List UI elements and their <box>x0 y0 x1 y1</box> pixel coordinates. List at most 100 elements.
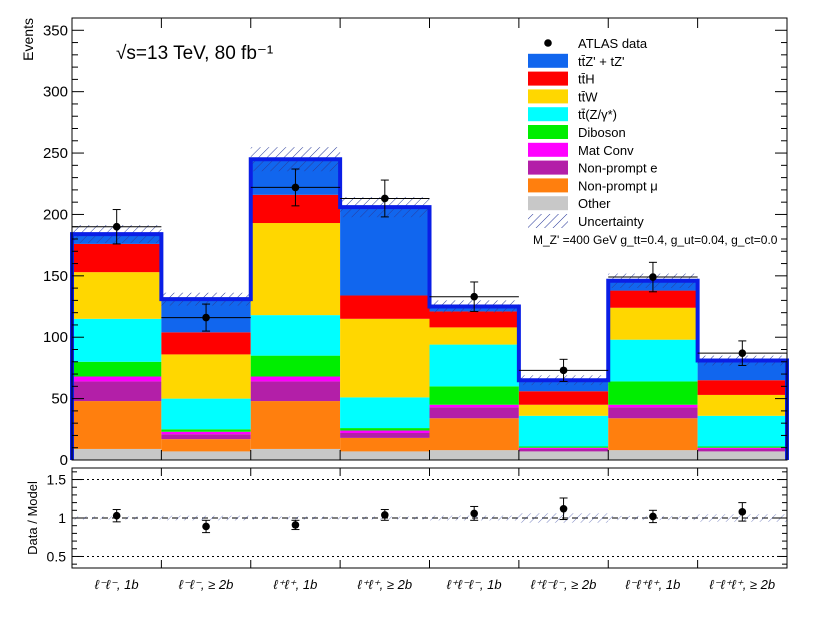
ratio-point <box>291 519 300 531</box>
x-category-label: ℓ⁻ℓ⁺ℓ⁺, ≥ 2b <box>710 577 776 592</box>
bar-segment <box>518 391 609 405</box>
x-ticks-main <box>160 18 699 460</box>
bar-segment <box>429 327 519 345</box>
bar-segment <box>250 355 341 377</box>
legend-entry: tt̄H <box>528 71 595 87</box>
legend-entry: Mat Conv <box>528 142 634 158</box>
x-category-label: ℓ⁺ℓ⁺, 1b <box>274 577 318 592</box>
ratio-point <box>648 509 657 524</box>
legend-entry: Non-prompt e <box>528 160 657 176</box>
bar-segment <box>518 404 609 416</box>
data-points <box>72 168 787 382</box>
bar-segment <box>250 376 341 382</box>
bar-segment <box>697 447 787 449</box>
legend-entry: Diboson <box>528 125 626 140</box>
x-category-labels: ℓ⁻ℓ⁻, 1b ℓ⁻ℓ⁻, ≥ 2b ℓ⁺ℓ⁺, 1b ℓ⁺ℓ⁺, ≥ 2b ℓ⁺ℓ⁻… <box>95 577 775 592</box>
bar-segment <box>161 354 251 399</box>
ratio-point <box>202 519 211 534</box>
legend-label: tt̄W <box>578 89 598 104</box>
bar-segment <box>340 432 430 438</box>
bar-segment <box>72 243 162 273</box>
bar-segment <box>608 418 698 451</box>
bar-segment <box>697 415 787 447</box>
bar-segment <box>518 448 609 452</box>
bar-segment <box>429 407 519 419</box>
ratio-y-tick-label: 1.5 <box>47 472 67 488</box>
ratio-point <box>470 505 479 521</box>
legend-label: tt̄(Z/γ*) <box>578 107 617 122</box>
x-category-label: ℓ⁺ℓ⁺, ≥ 2b <box>358 577 413 592</box>
bar-segment <box>697 446 787 448</box>
x-category-label: ℓ⁻ℓ⁺ℓ⁺, 1b <box>625 577 680 592</box>
data-point <box>608 261 698 293</box>
bar-segment <box>250 223 341 316</box>
bar-segment <box>72 376 162 382</box>
data-point <box>340 179 430 218</box>
bar-segment <box>340 437 430 452</box>
ratio-points <box>112 497 747 534</box>
legend-label: Uncertainty <box>578 214 644 229</box>
bar-segment <box>250 401 341 449</box>
bar-segment <box>340 295 430 319</box>
legend-label: Other <box>578 196 611 211</box>
bar-segment <box>429 418 519 451</box>
ratio-point <box>380 509 389 521</box>
legend-label: tt̄Z' + tZ' <box>578 54 625 69</box>
ratio-point <box>112 509 121 523</box>
bar-segment <box>697 451 787 460</box>
bar-segment <box>429 311 519 328</box>
bar-segment <box>340 430 430 433</box>
bar-segment <box>429 404 519 408</box>
legend-entry: tt̄(Z/γ*) <box>528 107 617 122</box>
legend-entry: Non-prompt μ <box>528 178 658 193</box>
bar-segment <box>72 448 162 460</box>
y-tick-label: 350 <box>43 22 68 39</box>
bar-segment <box>250 381 341 402</box>
bar-segment <box>608 407 698 419</box>
bar-segment <box>161 431 251 435</box>
legend-entry: tt̄Z' + tZ' <box>528 53 625 69</box>
bar-segment <box>429 450 519 460</box>
energy-lumi-annotation: √s=13 TeV, 80 fb⁻¹ <box>116 43 273 64</box>
legend-label: Non-prompt μ <box>578 178 658 193</box>
legend-label: ATLAS data <box>578 36 648 51</box>
bar-segment <box>518 451 609 460</box>
bar-segment <box>72 381 162 402</box>
x-category-label: ℓ⁺ℓ⁻ℓ⁻, 1b <box>447 577 502 592</box>
bar-segment <box>518 415 609 447</box>
ratio-point <box>559 497 568 521</box>
main-plot-panel: 0 50 100 150 200 250 300 350 Events √s=13 TeV, … <box>20 17 789 469</box>
x-category-label: ℓ⁻ℓ⁻, ≥ 2b <box>179 577 234 592</box>
data-point <box>697 340 787 366</box>
y-tick-label: 200 <box>43 206 68 223</box>
ratio-y-tick-label: 0.5 <box>47 548 67 564</box>
bar-segment <box>161 451 251 460</box>
bar-segment <box>72 318 162 362</box>
bar-segment <box>340 207 430 296</box>
y-tick-label: 150 <box>43 268 68 285</box>
data-point <box>429 281 519 312</box>
data-point <box>72 209 162 245</box>
legend-entry: Uncertainty <box>528 214 644 229</box>
legend-label: Non-prompt e <box>578 161 657 176</box>
bar-segment <box>340 451 430 460</box>
y-axis: 0 50 100 150 200 250 300 350 <box>43 17 787 469</box>
bar-segment <box>608 381 698 405</box>
legend-label: Mat Conv <box>578 143 634 158</box>
total-outline <box>70 157 789 460</box>
ratio-point <box>738 502 747 522</box>
data-point <box>161 303 251 332</box>
bar-segment <box>518 446 609 448</box>
bar-segment <box>161 434 251 440</box>
bar-segment <box>429 386 519 405</box>
bar-segment <box>161 398 251 430</box>
ratio-y-axis-label: Data / Model <box>25 481 40 555</box>
bar-segment <box>161 439 251 452</box>
bar-segment <box>697 448 787 452</box>
y-tick-label: 250 <box>43 145 68 162</box>
bar-segment <box>250 448 341 460</box>
bar-segment <box>608 450 698 460</box>
x-ticks-ratio <box>160 468 699 568</box>
bar-segment <box>608 290 698 308</box>
